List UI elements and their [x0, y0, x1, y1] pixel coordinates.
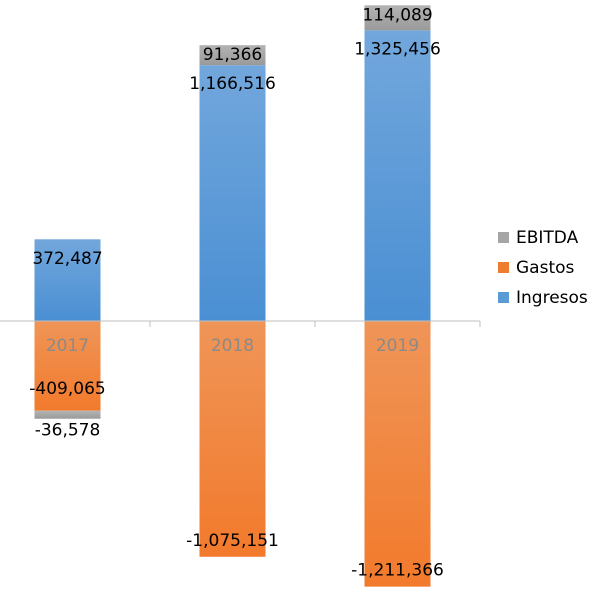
data-label-ebitda-2017: -36,578	[35, 421, 101, 441]
bar-gastos-2017	[34, 321, 101, 411]
bar-ebitda-2018	[199, 45, 266, 66]
data-labels: 372,487 -409,065 -36,578 1,166,516 -1,075,15…	[29, 5, 444, 580]
legend-swatch-ingresos	[498, 292, 509, 303]
x-tick-label-2017: 2017	[46, 336, 89, 356]
x-tick-label-2018: 2018	[211, 336, 254, 356]
bar-ebitda-2017	[34, 410, 101, 419]
data-label-ingresos-2018: 1,166,516	[189, 74, 276, 94]
bar-gastos-2018	[199, 321, 266, 557]
bar-ingresos-2018	[199, 65, 266, 321]
legend-label-ingresos: Ingresos	[516, 288, 588, 308]
data-label-gastos-2018: -1,075,151	[186, 531, 279, 551]
data-label-ingresos-2019: 1,325,456	[354, 39, 441, 59]
data-label-ebitda-2019: 114,089	[362, 5, 432, 25]
bar-ebitda-2019	[364, 5, 431, 31]
bars-layer	[34, 5, 431, 587]
data-label-ingresos-2017: 372,487	[32, 249, 102, 269]
legend-label-ebitda: EBITDA	[516, 228, 579, 248]
x-tick-label-2019: 2019	[376, 336, 419, 356]
legend: EBITDA Gastos Ingresos	[498, 228, 588, 308]
legend-label-gastos: Gastos	[516, 258, 575, 278]
legend-swatch-gastos	[498, 262, 509, 273]
data-label-gastos-2019: -1,211,366	[351, 561, 444, 581]
bar-ingresos-2019	[364, 30, 431, 321]
bar-ingresos-2017	[34, 239, 101, 321]
data-label-gastos-2017: -409,065	[29, 379, 105, 399]
data-label-ebitda-2018: 91,366	[203, 45, 262, 65]
x-axis: 2017 2018 2019	[0, 320, 481, 356]
bar-gastos-2019	[364, 321, 431, 587]
legend-swatch-ebitda	[498, 232, 509, 243]
